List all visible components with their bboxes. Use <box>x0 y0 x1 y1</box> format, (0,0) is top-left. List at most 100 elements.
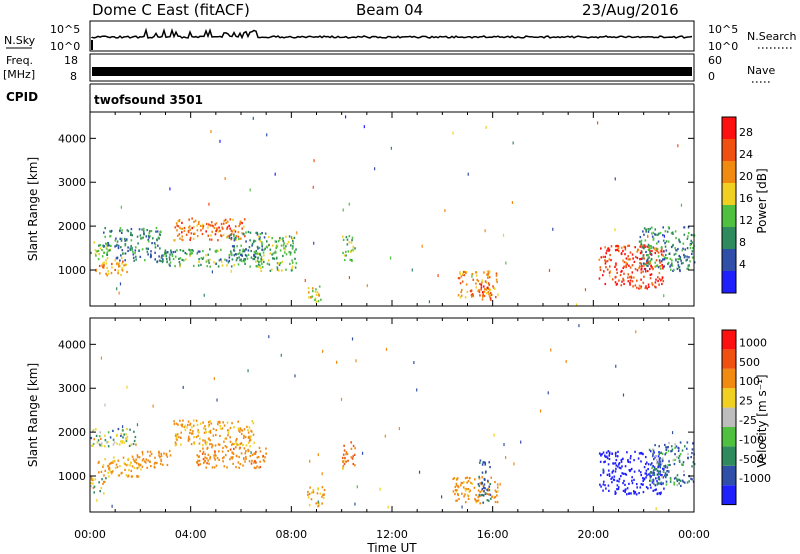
range-cell <box>224 218 227 221</box>
range-cell <box>202 444 204 447</box>
range-cell <box>347 250 350 253</box>
range-cell <box>207 259 210 262</box>
range-cell <box>462 270 465 274</box>
range-cell <box>213 454 215 457</box>
range-cell <box>639 471 642 474</box>
range-cell <box>613 478 616 482</box>
range-cell <box>617 465 619 468</box>
range-cell <box>614 490 617 493</box>
range-cell <box>626 487 629 490</box>
range-cell <box>463 274 466 277</box>
range-cell <box>275 257 278 260</box>
range-cell <box>200 263 202 266</box>
range-cell <box>471 482 473 485</box>
range-cell <box>470 293 473 297</box>
range-cell <box>187 439 190 442</box>
range-cell <box>234 253 237 256</box>
range-cell <box>90 481 92 485</box>
range-cell <box>221 427 224 430</box>
range-cell <box>168 263 171 266</box>
range-cell <box>496 500 499 504</box>
range-cell <box>159 455 161 459</box>
colorbar-frame <box>721 116 737 294</box>
range-cell <box>683 253 685 256</box>
range-cell <box>227 429 230 432</box>
cpid-label: CPID <box>6 90 38 104</box>
range-cell <box>481 295 484 298</box>
range-cell <box>142 230 145 233</box>
range-cell <box>259 267 262 270</box>
range-cell <box>669 480 672 483</box>
range-cell <box>158 255 160 258</box>
range-cell <box>126 438 128 441</box>
range-cell <box>199 437 201 440</box>
range-cell <box>468 490 471 493</box>
range-cell <box>139 464 142 467</box>
range-cell <box>203 460 206 463</box>
range-cell <box>614 249 617 252</box>
range-cell <box>640 243 643 246</box>
range-cell <box>654 261 657 264</box>
range-cell <box>657 482 659 485</box>
range-cell <box>120 205 122 209</box>
range-cell <box>314 290 317 294</box>
range-cell <box>638 469 640 472</box>
range-cell <box>97 439 100 442</box>
range-cell <box>650 246 653 250</box>
range-cell <box>488 293 490 296</box>
range-cell <box>276 262 279 265</box>
range-cell <box>206 265 209 268</box>
range-cell <box>611 476 614 479</box>
range-cell <box>641 452 644 455</box>
range-cell <box>205 254 207 257</box>
range-cell <box>208 462 210 465</box>
range-cell <box>343 449 346 452</box>
range-cell <box>109 469 111 472</box>
range-cell <box>479 482 482 485</box>
range-cell <box>607 463 610 466</box>
range-cell <box>630 492 632 495</box>
range-cell <box>114 245 116 248</box>
range-cell <box>622 249 624 253</box>
range-cell <box>196 229 199 232</box>
range-cell <box>350 441 352 444</box>
range-cell <box>233 264 236 267</box>
range-cell <box>659 470 662 473</box>
range-cell <box>219 434 221 438</box>
range-cell <box>463 481 465 484</box>
range-cell <box>683 226 686 229</box>
range-cell <box>692 246 694 250</box>
range-cell <box>668 470 670 474</box>
range-cell <box>130 443 133 446</box>
range-cell <box>648 473 650 476</box>
range-cell <box>345 452 347 456</box>
range-cell <box>503 443 505 447</box>
range-cell <box>629 461 631 464</box>
range-cell <box>313 159 315 163</box>
range-cell <box>624 490 626 493</box>
time-tick-label: 08:00 <box>275 528 307 541</box>
range-cell <box>647 243 650 246</box>
range-cell <box>197 264 200 267</box>
range-cell <box>662 250 665 253</box>
range-cell <box>116 287 118 291</box>
range-cell <box>213 377 215 381</box>
range-cell <box>176 234 179 238</box>
range-cell <box>264 247 266 250</box>
range-cell <box>611 452 613 455</box>
range-cell <box>647 467 649 471</box>
range-cell <box>496 486 499 489</box>
range-cell <box>666 466 669 469</box>
range-cell <box>649 479 652 482</box>
range-cell <box>129 233 132 237</box>
range-cell <box>176 229 178 232</box>
range-cell <box>484 492 487 495</box>
range-cell <box>112 460 114 463</box>
range-cell <box>106 266 108 269</box>
range-cell <box>240 253 243 257</box>
range-cell <box>677 264 680 267</box>
range-cell <box>363 125 365 129</box>
range-cell <box>670 445 673 448</box>
range-cell <box>118 265 121 268</box>
range-cell <box>261 231 263 235</box>
